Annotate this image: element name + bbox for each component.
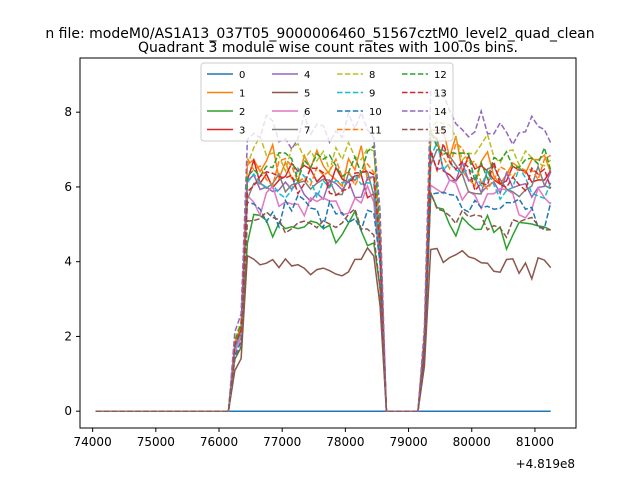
x-tick-label: 77000: [263, 435, 301, 449]
x-tick-label: 78000: [326, 435, 364, 449]
x-tick-label: 74000: [74, 435, 112, 449]
legend-label-15: 15: [434, 126, 447, 137]
y-tick-label: 6: [64, 180, 72, 194]
y-tick-label: 0: [64, 404, 72, 418]
x-tick-label: 80000: [453, 435, 491, 449]
legend-box: [200, 62, 454, 142]
y-tick-label: 4: [64, 255, 72, 269]
y-tick-label: 2: [64, 329, 72, 343]
x-tick-label: 76000: [200, 435, 238, 449]
x-tick-label: 79000: [389, 435, 427, 449]
chart-title: Quadrant 3 module wise count rates with …: [138, 40, 518, 56]
y-tick-label: 8: [64, 105, 72, 119]
figure-suptitle: n file: modeM0/AS1A13_037T05_9000006460_…: [45, 26, 594, 42]
legend-label-7: 7: [304, 126, 310, 137]
legend-label-14: 14: [434, 107, 447, 118]
x-tick-label: 81000: [516, 435, 554, 449]
legend-label-2: 2: [239, 107, 245, 118]
x-offset-label: +4.819e8: [516, 457, 575, 471]
legend-label-12: 12: [434, 70, 447, 81]
plot-frame: [79, 57, 577, 429]
series-line-15: [95, 192, 551, 412]
legend-label-11: 11: [369, 126, 382, 137]
legend-label-10: 10: [369, 107, 382, 118]
y-axis: 0 2 4 6 8: [64, 105, 80, 418]
x-axis: 74000 75000 76000 77000 78000 79000 80000 81000: [74, 428, 554, 449]
legend-label-3: 3: [239, 126, 245, 137]
legend-label-5: 5: [304, 89, 310, 100]
legend-label-6: 6: [304, 107, 310, 118]
legend-label-8: 8: [369, 70, 375, 81]
legend-label-4: 4: [304, 70, 310, 81]
legend-label-13: 13: [434, 89, 447, 100]
x-tick-label: 75000: [137, 435, 175, 449]
legend-label-9: 9: [369, 89, 375, 100]
legend-label-1: 1: [239, 89, 245, 100]
legend-label-0: 0: [239, 70, 245, 81]
